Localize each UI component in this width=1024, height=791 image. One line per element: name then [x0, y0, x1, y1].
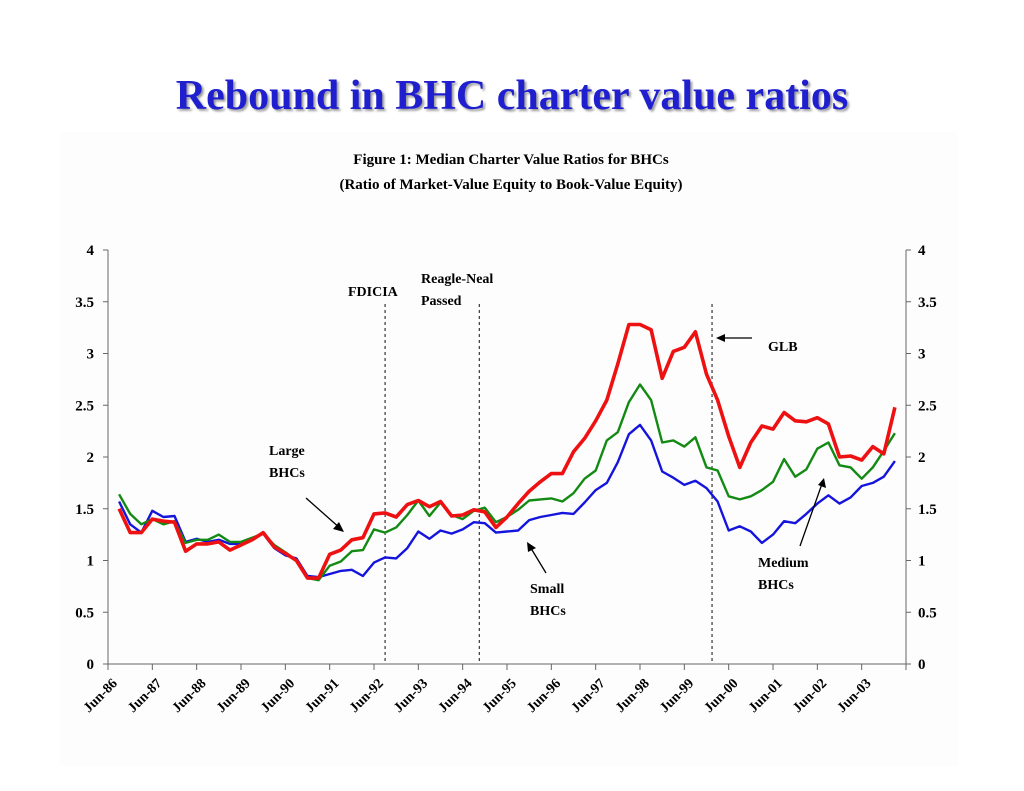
large-bhcs-arrowhead [333, 522, 344, 532]
y-tick-label-right: 2.5 [918, 398, 937, 414]
x-tick-label: Jun-87 [125, 676, 165, 716]
x-tick-label: Jun-95 [480, 676, 520, 716]
y-tick-label-left: 1.5 [75, 502, 94, 518]
riegle-neal-label-line1: Reagle-Neal [421, 272, 493, 287]
small-bhcs-label-line2: BHCs [530, 604, 566, 619]
event-lines [384, 304, 713, 664]
y-tick-label-left: 2 [87, 450, 95, 466]
series-line-medium [118, 383, 896, 582]
y-tick-label-left: 4 [87, 243, 95, 259]
medium-bhcs-arrow [799, 480, 824, 547]
y-tick-label-right: 1 [918, 554, 926, 570]
chart-panel: Figure 1: Median Charter Value Ratios fo… [60, 132, 958, 766]
series-line-small [118, 423, 896, 579]
y-tick-label-right: 3 [918, 347, 926, 363]
y-tick-label-right: 1.5 [918, 502, 937, 518]
large-bhcs-label-line2: BHCs [269, 466, 305, 481]
medium-bhcs-arrowhead [818, 478, 826, 488]
axes: 0 0 0.5 0.5 1 1 1.5 1.5 2 2 2.5 2.5 3 3 3.5 3.5 4 4 Jun-86… [75, 243, 937, 716]
medium-bhcs-label-line2: BHCs [758, 578, 794, 593]
x-tick-label: Jun-01 [746, 676, 786, 716]
x-tick-label: Jun-86 [81, 676, 121, 716]
y-tick-label-left: 0.5 [75, 605, 94, 621]
series-line-large [117, 322, 897, 580]
x-tick-label: Jun-00 [702, 676, 742, 716]
y-tick-label-right: 0 [918, 657, 926, 673]
x-tick-label: Jun-91 [303, 676, 343, 716]
y-tick-label-left: 2.5 [75, 398, 94, 414]
y-tick-label-right: 4 [918, 243, 926, 259]
y-tick-label-left: 1 [87, 554, 95, 570]
y-tick-label-right: 3.5 [918, 295, 937, 311]
x-tick-label: Jun-88 [170, 676, 210, 716]
x-tick-label: Jun-90 [258, 676, 298, 716]
x-tick-label: Jun-96 [524, 676, 564, 716]
large-bhcs-arrow [305, 497, 342, 530]
x-tick-label: Jun-94 [436, 676, 476, 716]
y-tick-label-right: 0.5 [918, 605, 937, 621]
slide-title: Rebound in BHC charter value ratios [175, 73, 849, 119]
x-tick-label: Jun-92 [347, 676, 387, 716]
glb-label: GLB [768, 340, 798, 355]
small-bhcs-arrowhead [527, 542, 536, 552]
y-tick-label-left: 0 [87, 657, 95, 673]
chart-title: Figure 1: Median Charter Value Ratios fo… [353, 152, 669, 168]
chart-svg: Figure 1: Median Charter Value Ratios fo… [75, 152, 937, 716]
x-tick-label: Jun-02 [790, 676, 830, 716]
small-bhcs-label-line1: Small [530, 582, 564, 597]
x-tick-label: Jun-93 [391, 676, 431, 716]
y-tick-label-left: 3.5 [75, 295, 94, 311]
y-tick-label-left: 3 [87, 347, 95, 363]
glb-arrowhead [716, 334, 725, 342]
medium-bhcs-label-line1: Medium [758, 556, 809, 571]
x-tick-label: Jun-99 [657, 676, 697, 716]
x-tick-label: Jun-89 [214, 676, 254, 716]
y-tick-label-right: 2 [918, 450, 926, 466]
series-lines [117, 322, 897, 582]
x-tick-label: Jun-03 [835, 676, 875, 716]
x-tick-label: Jun-98 [613, 676, 653, 716]
riegle-neal-label-line2: Passed [421, 294, 462, 309]
x-tick-label: Jun-97 [569, 676, 609, 716]
annotations: FDICIA Reagle-Neal Passed GLB Large BHCs… [269, 272, 826, 619]
chart-subtitle: (Ratio of Market-Value Equity to Book-Va… [339, 177, 682, 193]
fdicia-label: FDICIA [348, 285, 399, 300]
large-bhcs-label-line1: Large [269, 444, 305, 459]
